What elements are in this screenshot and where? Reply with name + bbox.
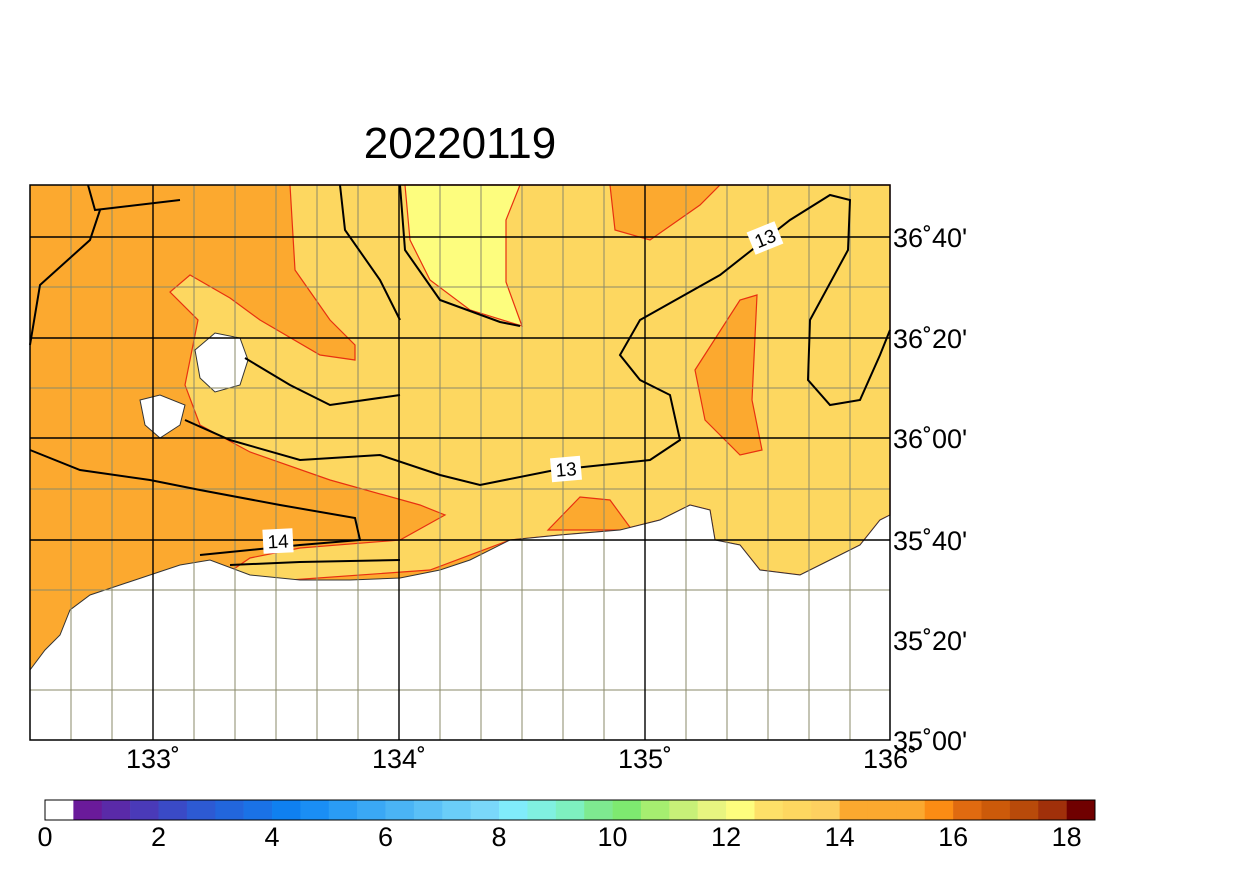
lon-label: 136˚ [863, 744, 917, 774]
lat-label: 35˚20' [893, 626, 967, 656]
colorbar-cell [73, 800, 103, 820]
label-box [262, 528, 294, 554]
colorbar-cell [527, 800, 557, 820]
title: 20220119 [364, 119, 557, 168]
contour-line [339, 184, 521, 327]
colorbar-cell [811, 800, 840, 820]
colorbar-cell [243, 800, 273, 820]
colorbar-cell [130, 800, 159, 820]
colorbar-cell [839, 800, 869, 820]
colorbar-cell [754, 800, 784, 820]
colorbar: 0 2 4 6 8 10 12 14 16 18 [37, 799, 1096, 852]
colorbar-cell [470, 800, 500, 820]
colorbar-cell [669, 800, 699, 820]
colorbar-cell [272, 800, 301, 820]
colorbar-cell [300, 800, 330, 820]
colorbar-cell [413, 800, 443, 820]
colorbar-cell [697, 800, 727, 820]
colorbar-cell [867, 800, 897, 820]
lon-label: 133˚ [126, 744, 180, 774]
colorbar-cell [612, 800, 642, 820]
island [139, 394, 186, 439]
colorbar-cell [782, 800, 812, 820]
colorbar-label: 14 [825, 822, 855, 852]
colorbar-cell [1066, 800, 1096, 820]
colorbar-cell [1009, 800, 1039, 820]
contour-line [184, 193, 891, 487]
colorbar-label: 16 [938, 822, 968, 852]
colorbar-label: 12 [711, 822, 741, 852]
colorbar-cell [357, 800, 386, 820]
colorbar-label: 8 [492, 822, 507, 852]
colorbar-label: 10 [598, 822, 628, 852]
lon-label: 135˚ [618, 744, 672, 774]
label-box [550, 455, 582, 483]
contour-line [29, 357, 401, 566]
colorbar-label: 4 [265, 822, 280, 852]
colorbar-label: 0 [37, 822, 52, 852]
colorbar-cell [584, 800, 613, 820]
lat-label: 35˚40' [893, 526, 967, 556]
lon-labels: 133˚ 134˚ 135˚ 136˚ [126, 744, 917, 774]
colorbar-label: 2 [151, 822, 166, 852]
colorbar-cell [158, 800, 188, 820]
contour-line [29, 184, 181, 346]
colorbar-cell [442, 800, 471, 820]
contour-label: 13 [555, 459, 578, 482]
lon-label: 134˚ [372, 744, 426, 774]
lat-label: 36˚40' [893, 223, 967, 253]
colorbar-cell [924, 800, 954, 820]
colorbar-cell [726, 800, 755, 820]
lat-label: 36˚20' [893, 324, 967, 354]
colorbar-cell [555, 800, 585, 820]
lat-labels: 36˚40' 36˚20' 36˚00' 35˚40' 35˚20' 35˚00… [893, 223, 967, 756]
contour-labels: 13 13 14 [262, 221, 784, 554]
colorbar-cell [981, 800, 1011, 820]
colorbar-cell [953, 800, 982, 820]
colorbar-label: 6 [378, 822, 393, 852]
colorbar-cell [640, 800, 670, 820]
colorbar-cell [101, 800, 131, 820]
graticule [30, 185, 890, 740]
colorbar-cell [1038, 800, 1067, 820]
land [29, 504, 891, 741]
map-frame [29, 184, 891, 741]
colorbar-cell [45, 800, 74, 820]
colorbar-cell [186, 800, 216, 820]
colorbar-label: 18 [1052, 822, 1082, 852]
colorbar-cell [215, 800, 244, 820]
lat-label: 36˚00' [893, 424, 967, 454]
contour-label: 14 [267, 531, 290, 553]
lat-label: 35˚00' [893, 726, 967, 756]
warm-patch [694, 294, 763, 456]
label-box [746, 221, 784, 255]
colorbar-frame [44, 799, 1096, 821]
map-area [29, 184, 891, 741]
colorbar-cell [328, 800, 358, 820]
colorbar-cell [896, 800, 926, 820]
colorbar-cell [499, 800, 528, 820]
colorbar-cell [385, 800, 415, 820]
